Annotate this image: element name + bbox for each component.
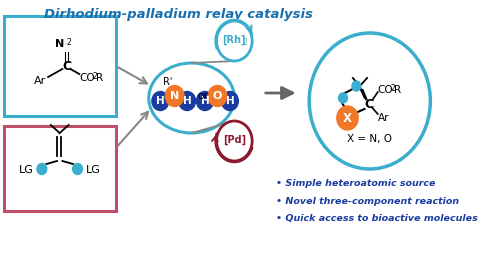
Text: [Rh]: [Rh] — [222, 35, 245, 45]
Circle shape — [196, 91, 214, 111]
Circle shape — [309, 33, 430, 169]
Text: O: O — [212, 91, 222, 101]
Text: 2: 2 — [92, 72, 98, 81]
Text: Ar: Ar — [378, 113, 390, 123]
Text: R': R' — [163, 77, 172, 87]
Circle shape — [208, 86, 227, 106]
Text: CO: CO — [378, 85, 394, 95]
Circle shape — [72, 164, 83, 175]
Text: [Pd]: [Pd] — [223, 135, 246, 145]
Circle shape — [152, 91, 169, 111]
Text: LG: LG — [86, 165, 101, 175]
Text: LG: LG — [18, 165, 34, 175]
Text: or: or — [198, 91, 209, 101]
FancyBboxPatch shape — [4, 126, 116, 211]
Text: C: C — [364, 98, 374, 111]
Text: • Novel three-component reaction: • Novel three-component reaction — [276, 197, 460, 206]
Text: H: H — [226, 96, 234, 106]
Circle shape — [178, 91, 196, 111]
Text: • Quick access to bioactive molecules: • Quick access to bioactive molecules — [276, 215, 478, 223]
Text: R: R — [394, 85, 401, 95]
Circle shape — [338, 93, 347, 103]
Text: H: H — [182, 96, 192, 106]
Circle shape — [37, 164, 47, 175]
Text: 2: 2 — [390, 84, 395, 93]
Text: R: R — [96, 73, 104, 83]
Text: X: X — [343, 112, 352, 124]
Text: N: N — [170, 91, 179, 101]
Text: N: N — [55, 39, 64, 49]
Ellipse shape — [149, 63, 234, 133]
Text: Dirhodium-palladium relay catalysis: Dirhodium-palladium relay catalysis — [44, 8, 312, 21]
Text: H: H — [156, 96, 165, 106]
Circle shape — [337, 106, 358, 130]
Text: • Simple heteroatomic source: • Simple heteroatomic source — [276, 178, 436, 187]
Circle shape — [166, 86, 184, 106]
Circle shape — [352, 81, 361, 91]
Circle shape — [216, 21, 252, 61]
Text: X = N, O: X = N, O — [348, 134, 393, 144]
Text: 2: 2 — [242, 38, 247, 47]
Circle shape — [216, 121, 252, 161]
FancyBboxPatch shape — [4, 16, 116, 116]
Text: CO: CO — [80, 73, 95, 83]
Circle shape — [222, 91, 238, 111]
Text: 2: 2 — [67, 38, 71, 47]
Text: Ar: Ar — [34, 76, 46, 86]
Text: H: H — [200, 96, 209, 106]
Text: C: C — [62, 59, 72, 72]
